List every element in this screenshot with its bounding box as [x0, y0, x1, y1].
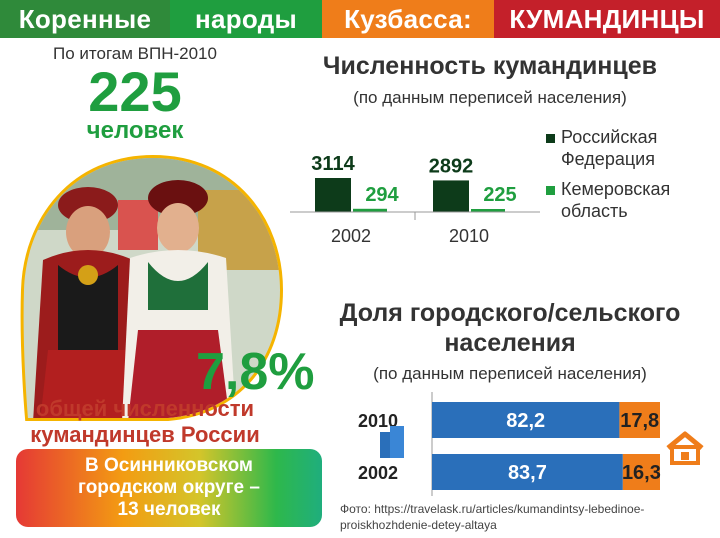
- bar-label-2010-segment-0: 82,2: [506, 410, 545, 432]
- header-segment-2: народы: [170, 0, 322, 38]
- urban-chart-title-line2: населения: [444, 329, 576, 357]
- share-caption-line2: кумандинцев России: [30, 422, 260, 447]
- share-caption-line1: общей численности: [35, 396, 255, 421]
- population-chart-title: Численность кумандинцев: [322, 52, 658, 80]
- population-count: 225: [88, 60, 182, 123]
- header-segment-1: Коренные: [0, 0, 170, 38]
- callout-line2: городском округе –: [78, 477, 260, 498]
- bar-label-2002-segment-0: 83,7: [508, 462, 547, 484]
- census-note: По итогам ВПН-2010: [53, 44, 217, 63]
- photo-credit-line1: Фото: https://travelask.ru/articles/kuma…: [340, 502, 645, 516]
- bar-2010-segment-1: [619, 402, 660, 438]
- legend-item-kemerovo: Кемеровская область: [546, 178, 716, 222]
- urban-rural-bar-chart: 2010 82,2 17,8 2002 83,7 16,3: [358, 392, 704, 496]
- bar-2010-segment-0: [432, 402, 620, 438]
- urban-chart-subtitle: (по данным переписей населения): [373, 364, 647, 383]
- bar-label-2010-series-1: 225: [483, 184, 516, 206]
- bar-label-2010-segment-1: 17,8: [620, 410, 659, 432]
- photo-credit-line2: proiskhozhdenie-detey-altaya: [340, 518, 497, 532]
- population-chart-subtitle: (по данным переписей населения): [353, 88, 627, 107]
- bar-label-2010-series-0: 2892: [429, 155, 474, 177]
- legend-label-russia: Российская Федерация: [561, 127, 658, 169]
- house-icon-body: [670, 445, 700, 465]
- legend-item-russia: Российская Федерация: [546, 126, 716, 170]
- legend-swatch-russia: [546, 134, 555, 143]
- bar-2002-series-1: [353, 208, 387, 212]
- bar-2010-series-1: [471, 209, 505, 212]
- callout-line1: В Осинниковском: [85, 455, 253, 476]
- city-building-icon: [380, 426, 404, 458]
- y-tick-2002: 2002: [358, 463, 398, 483]
- x-tick-2002: 2002: [331, 226, 371, 246]
- legend-label-kemerovo: Кемеровская область: [561, 179, 671, 221]
- header-segment-4: КУМАНДИНЦЫ: [494, 0, 720, 38]
- bar-label-2002-series-0: 3114: [311, 153, 355, 175]
- legend-swatch-kemerovo: [546, 186, 555, 195]
- population-bar-chart: 3114 294 2002 2892 225 2010: [290, 153, 540, 246]
- x-tick-2010: 2010: [449, 226, 489, 246]
- bar-2010-series-0: [433, 180, 469, 212]
- bar-2002-segment-0: [432, 454, 623, 490]
- population-unit: человек: [86, 117, 184, 144]
- header-segment-3: Кузбасса:: [322, 0, 494, 38]
- bar-2002-segment-1: [622, 454, 660, 490]
- photo-kumandin-women: [20, 154, 284, 421]
- urban-chart-title-line1: Доля городского/сельского: [339, 299, 681, 327]
- header-band: Коренные народы Кузбасса: КУМАНДИНЦЫ: [0, 0, 720, 38]
- callout-line3: 13 человек: [117, 499, 221, 520]
- osinniki-callout: В Осинниковском городском округе – 13 че…: [16, 449, 322, 527]
- bar-2002-series-0: [315, 178, 351, 212]
- y-tick-2010: 2010: [358, 411, 398, 431]
- share-percent: 7,8%: [196, 343, 315, 401]
- house-icon-roof: [666, 431, 704, 450]
- bar-label-2002-segment-1: 16,3: [622, 462, 661, 484]
- urban-chart-title: Доля городского/сельского населения: [300, 298, 720, 358]
- house-icon: [666, 431, 704, 465]
- house-icon-window: [681, 452, 689, 460]
- population-legend: Российская Федерация Кемеровская область: [546, 126, 716, 230]
- city-building-icon-tower: [390, 426, 404, 458]
- bar-label-2002-series-1: 294: [365, 184, 399, 206]
